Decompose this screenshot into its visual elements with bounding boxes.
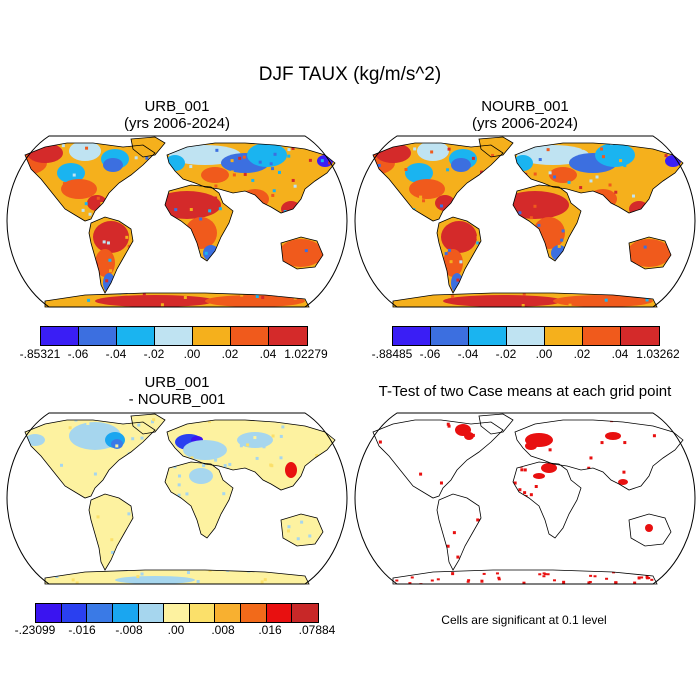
colorbar-diff-label: -.23099 bbox=[14, 623, 56, 637]
colorbar-nourb-label: -.88485 bbox=[371, 347, 413, 361]
colorbar-urb-swatch bbox=[117, 327, 155, 345]
colorbar-nourb-swatch bbox=[621, 327, 659, 345]
map-urb bbox=[6, 135, 348, 308]
colorbar-diff-swatch bbox=[164, 604, 190, 622]
colorbar-urb-label: 1.02279 bbox=[284, 347, 328, 361]
colorbar-urb-swatch bbox=[193, 327, 231, 345]
colorbar-urb-swatch bbox=[41, 327, 79, 345]
colorbar-urb-label: .02 bbox=[221, 347, 239, 361]
panel-nourb-title: NOURB_001 (yrs 2006-2024) bbox=[472, 98, 578, 132]
colorbar-diff bbox=[35, 603, 319, 623]
colorbar-diff-swatch bbox=[292, 604, 318, 622]
significance-note: Cells are significant at 0.1 level bbox=[441, 613, 607, 627]
colorbar-urb-swatch bbox=[269, 327, 307, 345]
colorbar-nourb-swatch bbox=[469, 327, 507, 345]
colorbar-diff-swatch bbox=[112, 604, 139, 622]
panel-urb-title-line2: (yrs 2006-2024) bbox=[124, 115, 230, 132]
colorbar-nourb-label: .04 bbox=[611, 347, 629, 361]
colorbar-nourb-label: -.04 bbox=[457, 347, 479, 361]
figure-title: DJF TAUX (kg/m/s^2) bbox=[258, 64, 442, 85]
colorbar-urb-swatch bbox=[155, 327, 193, 345]
colorbar-nourb-label: 1.03262 bbox=[636, 347, 680, 361]
colorbar-diff-swatch bbox=[61, 604, 88, 622]
colorbar-nourb-label: .02 bbox=[573, 347, 591, 361]
colorbar-urb-label: -.85321 bbox=[19, 347, 61, 361]
panel-nourb-title-line2: (yrs 2006-2024) bbox=[472, 115, 578, 132]
colorbar-urb bbox=[40, 326, 308, 346]
colorbar-nourb bbox=[392, 326, 660, 346]
colorbar-diff-swatch bbox=[36, 604, 62, 622]
colorbar-urb-swatch bbox=[231, 327, 269, 345]
colorbar-diff-swatch bbox=[138, 604, 165, 622]
colorbar-nourb-label: .00 bbox=[535, 347, 553, 361]
colorbar-diff-swatch bbox=[215, 604, 241, 622]
map-ttest bbox=[354, 412, 696, 585]
colorbar-nourb-label: -.02 bbox=[495, 347, 517, 361]
colorbar-urb-label: -.06 bbox=[67, 347, 89, 361]
colorbar-nourb-swatch bbox=[545, 327, 583, 345]
map-nourb bbox=[354, 135, 696, 308]
colorbar-diff-label: -.016 bbox=[68, 623, 96, 637]
panel-diff-title-line2: - NOURB_001 bbox=[128, 391, 226, 408]
colorbar-diff-swatch bbox=[87, 604, 113, 622]
colorbar-diff-label: .016 bbox=[258, 623, 282, 637]
colorbar-nourb-swatch bbox=[583, 327, 621, 345]
colorbar-urb-label: -.02 bbox=[143, 347, 165, 361]
panel-diff-title: URB_001 - NOURB_001 bbox=[129, 374, 226, 408]
colorbar-urb-label: .00 bbox=[183, 347, 201, 361]
map-diff bbox=[6, 412, 348, 585]
colorbar-nourb-label: -.06 bbox=[419, 347, 441, 361]
colorbar-diff-swatch bbox=[266, 604, 293, 622]
panel-diff-title-line1: URB_001 bbox=[144, 374, 210, 391]
colorbar-diff-swatch bbox=[241, 604, 267, 622]
colorbar-diff-label: .07884 bbox=[298, 623, 336, 637]
colorbar-urb-label: -.04 bbox=[105, 347, 127, 361]
colorbar-nourb-swatch bbox=[507, 327, 545, 345]
panel-urb-title: URB_001 (yrs 2006-2024) bbox=[124, 98, 230, 132]
colorbar-diff-swatch bbox=[189, 604, 216, 622]
colorbar-diff-label: .00 bbox=[167, 623, 185, 637]
colorbar-nourb-swatch bbox=[431, 327, 469, 345]
colorbar-urb-label: .04 bbox=[259, 347, 277, 361]
panel-ttest-title: T-Test of two Case means at each grid po… bbox=[378, 383, 672, 400]
colorbar-urb-swatch bbox=[79, 327, 117, 345]
panel-urb-title-line1: URB_001 bbox=[144, 98, 210, 115]
colorbar-nourb-swatch bbox=[393, 327, 431, 345]
colorbar-diff-label: .008 bbox=[211, 623, 235, 637]
panel-nourb-title-line1: NOURB_001 bbox=[481, 98, 569, 115]
colorbar-diff-label: -.008 bbox=[115, 623, 143, 637]
